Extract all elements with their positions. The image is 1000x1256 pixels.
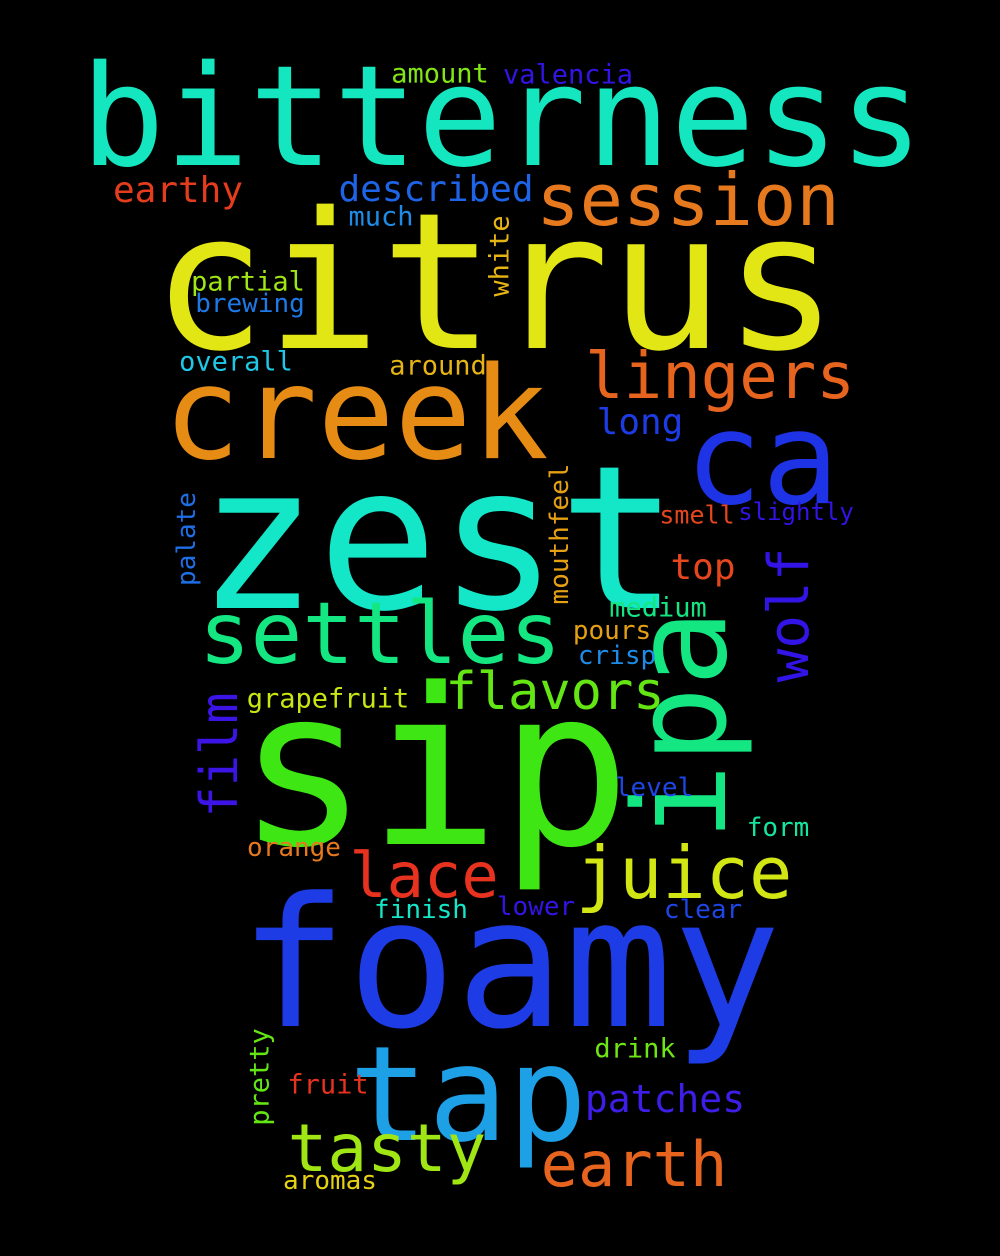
word-flavors: flavors bbox=[445, 662, 665, 722]
word-form: form bbox=[746, 813, 810, 843]
word-session: session bbox=[536, 158, 840, 242]
word-around: around bbox=[389, 350, 487, 382]
word-white: white bbox=[484, 215, 516, 297]
word-smell: smell bbox=[659, 500, 735, 530]
word-pretty: pretty bbox=[244, 1028, 276, 1126]
word-tasty: tasty bbox=[287, 1110, 487, 1187]
word-lower: lower bbox=[496, 892, 576, 922]
word-settles: settles bbox=[198, 584, 562, 684]
word-drink: drink bbox=[594, 1033, 676, 1065]
word-slightly: slightly bbox=[738, 498, 854, 526]
word-patches: patches bbox=[584, 1077, 746, 1121]
word-fruit: fruit bbox=[287, 1069, 369, 1101]
word-overall: overall bbox=[179, 346, 293, 378]
word-partial: partial bbox=[191, 266, 305, 298]
word-level: level bbox=[614, 773, 694, 803]
word-zest: zest bbox=[197, 423, 679, 656]
word-much: much bbox=[348, 201, 414, 233]
word-aromas: aromas bbox=[283, 1166, 377, 1196]
word-clear: clear bbox=[663, 895, 743, 925]
word-earthy: earthy bbox=[112, 170, 244, 211]
word-tap: tap bbox=[348, 1018, 588, 1172]
word-finish: finish bbox=[374, 895, 468, 925]
word-medium: medium bbox=[609, 592, 707, 624]
word-crisp: crisp bbox=[577, 641, 657, 671]
word-foamy: foamy bbox=[239, 860, 781, 1069]
word-pours: pours bbox=[572, 616, 652, 646]
word-grapefruit: grapefruit bbox=[246, 683, 410, 715]
word-wolf: wolf bbox=[757, 547, 822, 683]
word-amount: amount bbox=[391, 58, 489, 90]
word-film: film bbox=[190, 692, 250, 818]
word-ca: ca bbox=[684, 385, 840, 534]
word-earth: earth bbox=[540, 1128, 728, 1201]
word-mouthfeel: mouthfeel bbox=[545, 463, 575, 605]
word-described: described bbox=[338, 169, 534, 210]
word-lace: lace bbox=[349, 839, 499, 912]
word-bitterness: bitterness bbox=[80, 36, 924, 199]
word-juice: juice bbox=[575, 831, 793, 915]
word-sip: sip bbox=[237, 643, 631, 896]
word-valencia: valencia bbox=[502, 59, 634, 91]
word-orange: orange bbox=[247, 833, 341, 863]
word-lingers: lingers bbox=[585, 340, 855, 414]
word-creek: creek bbox=[163, 340, 549, 489]
word-long: long bbox=[596, 402, 684, 443]
word-citrus: citrus bbox=[151, 172, 839, 393]
word-top: top bbox=[670, 547, 736, 588]
word-brewing: brewing bbox=[195, 289, 305, 319]
word-palate: palate bbox=[172, 492, 202, 586]
